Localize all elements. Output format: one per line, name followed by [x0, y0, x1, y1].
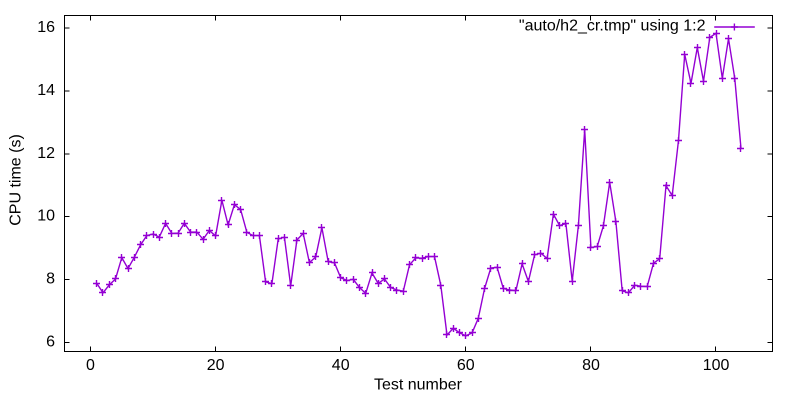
svg-text:12: 12	[37, 145, 55, 162]
svg-text:8: 8	[46, 271, 55, 288]
svg-text:Test number: Test number	[374, 377, 463, 394]
svg-text:10: 10	[37, 208, 55, 225]
svg-text:80: 80	[582, 357, 600, 374]
svg-text:CPU time (s): CPU time (s)	[8, 134, 25, 226]
svg-text:16: 16	[37, 19, 55, 36]
svg-text:0: 0	[86, 357, 95, 374]
svg-text:20: 20	[207, 357, 225, 374]
svg-text:14: 14	[37, 82, 55, 99]
svg-text:100: 100	[703, 357, 730, 374]
svg-text:60: 60	[457, 357, 475, 374]
svg-text:"auto/h2_cr.tmp" using 1:2: "auto/h2_cr.tmp" using 1:2	[519, 18, 706, 35]
svg-text:40: 40	[332, 357, 350, 374]
svg-text:6: 6	[46, 334, 55, 351]
